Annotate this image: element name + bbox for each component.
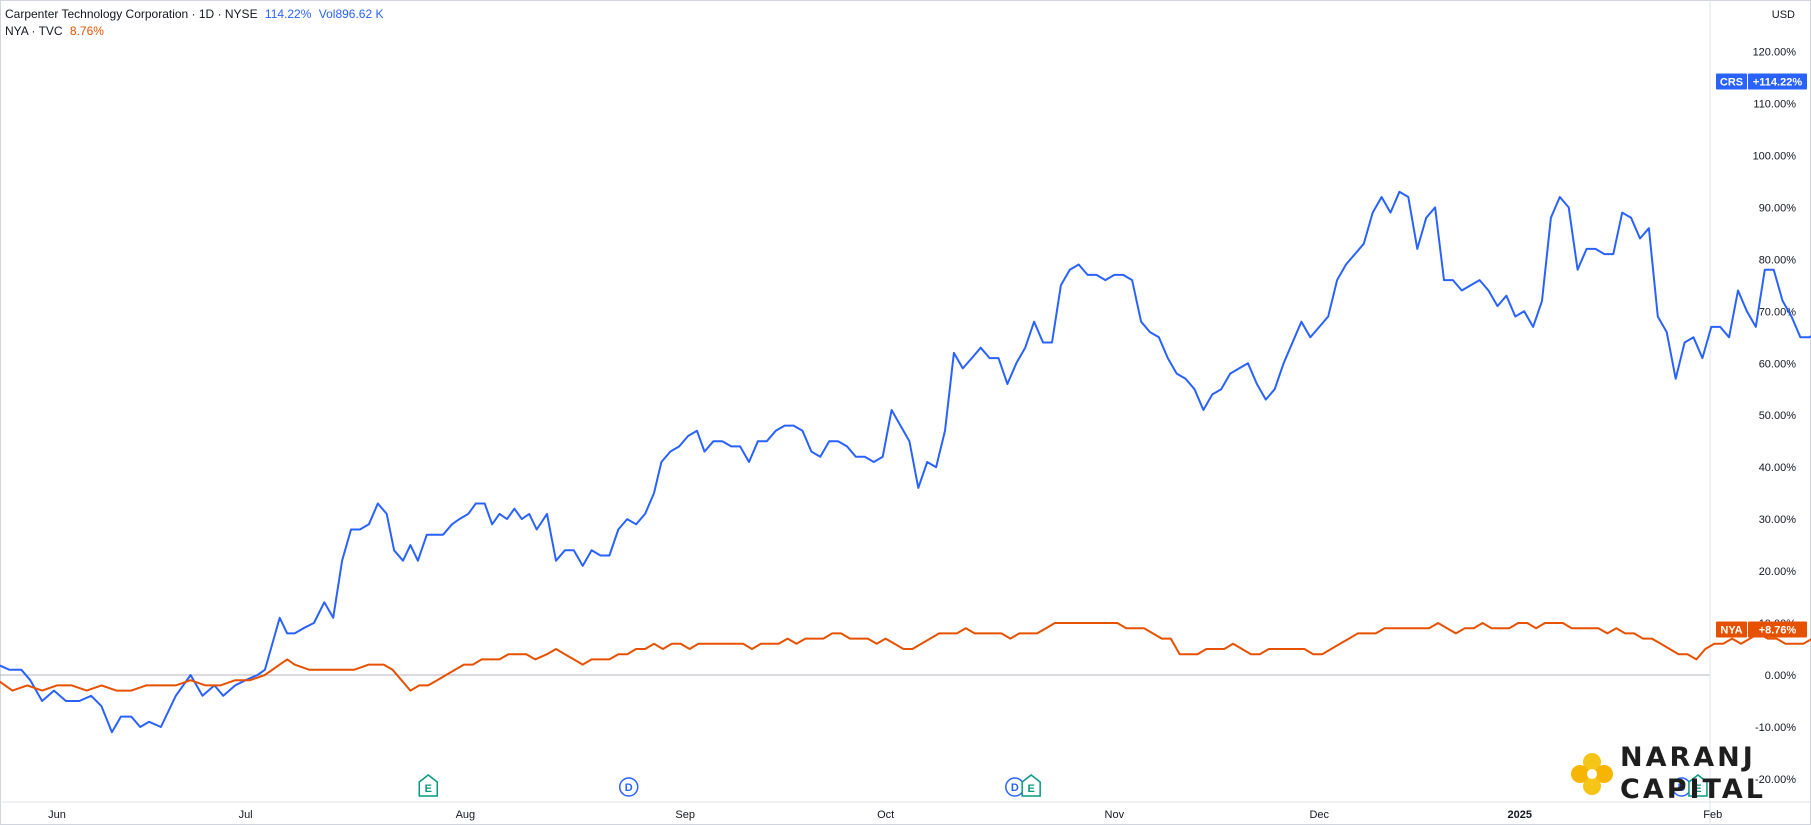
series-name-tag: NYA xyxy=(1720,624,1742,636)
svg-text:E: E xyxy=(1027,783,1034,795)
watermark: NARANJ CAPITAL xyxy=(1570,742,1805,808)
crs-line[interactable] xyxy=(0,78,1811,734)
x-tick-label: Sep xyxy=(675,809,695,821)
volume-value: 896.62 K xyxy=(335,7,384,21)
main-symbol-change: 114.22% xyxy=(264,7,312,21)
svg-text:D: D xyxy=(1678,782,1686,794)
series-value-tag: +114.22% xyxy=(1753,77,1802,89)
x-tick-label: Jun xyxy=(48,809,66,821)
main-symbol-name: Carpenter Technology Corporation · 1D · … xyxy=(5,7,258,21)
earnings-marker-icon[interactable]: E xyxy=(1021,774,1041,797)
nya-last-value-label: NYA +8.76% xyxy=(1716,621,1807,638)
x-tick-label: Feb xyxy=(1703,809,1722,821)
nya-line[interactable] xyxy=(0,622,1811,706)
y-tick-label: 80.00% xyxy=(1759,254,1797,266)
x-tick-label: Oct xyxy=(877,809,894,821)
dividend-marker-icon[interactable]: D xyxy=(1005,777,1025,797)
watermark-line2: CAPITAL xyxy=(1620,774,1766,805)
dividend-marker-icon[interactable]: D xyxy=(618,777,639,797)
y-tick-label: 110.00% xyxy=(1753,98,1796,110)
series-name-tag: CRS xyxy=(1720,77,1743,89)
y-tick-label: 20.00% xyxy=(1759,566,1797,578)
svg-text:D: D xyxy=(1011,782,1019,794)
x-tick-label: Dec xyxy=(1309,809,1329,821)
flower-logo-icon xyxy=(1571,753,1613,795)
svg-text:D: D xyxy=(625,782,633,794)
series-value-tag: +8.76% xyxy=(1759,624,1797,636)
y-tick-label: -10.00% xyxy=(1755,722,1796,734)
y-tick-label: 90.00% xyxy=(1759,202,1797,214)
y-tick-label: 0.00% xyxy=(1765,670,1796,682)
y-tick-label: -20.00% xyxy=(1755,774,1796,786)
svg-text:E: E xyxy=(1694,783,1701,795)
x-tick-label: Aug xyxy=(456,809,476,821)
x-tick-label: 2025 xyxy=(1507,809,1531,821)
earnings-marker-icon[interactable]: E xyxy=(1688,774,1708,797)
y-tick-label: 40.00% xyxy=(1759,462,1797,474)
x-tick-label: Nov xyxy=(1105,809,1125,821)
crs-last-value-label: CRS +114.22% xyxy=(1716,73,1807,90)
earnings-marker-icon[interactable]: E xyxy=(418,774,438,797)
compare-symbol-change: 8.76% xyxy=(69,24,104,38)
main-symbol-legend[interactable]: Carpenter Technology Corporation · 1D · … xyxy=(5,7,387,21)
compare-symbol-legend[interactable]: NYA · TVC 8.76% xyxy=(5,24,108,38)
x-tick-label: Jul xyxy=(239,809,253,821)
y-tick-label: 60.00% xyxy=(1759,358,1797,370)
watermark-line1: NARANJ xyxy=(1620,742,1756,773)
volume-label: Vol xyxy=(318,7,336,21)
y-tick-label: 50.00% xyxy=(1759,410,1797,422)
y-tick-label: 30.00% xyxy=(1759,514,1797,526)
compare-symbol-name: NYA · TVC xyxy=(5,24,63,38)
y-tick-label: 120.00% xyxy=(1753,47,1797,59)
svg-text:E: E xyxy=(425,783,432,795)
currency-label[interactable]: USD xyxy=(1771,9,1795,21)
y-tick-label: 100.00% xyxy=(1753,150,1797,162)
